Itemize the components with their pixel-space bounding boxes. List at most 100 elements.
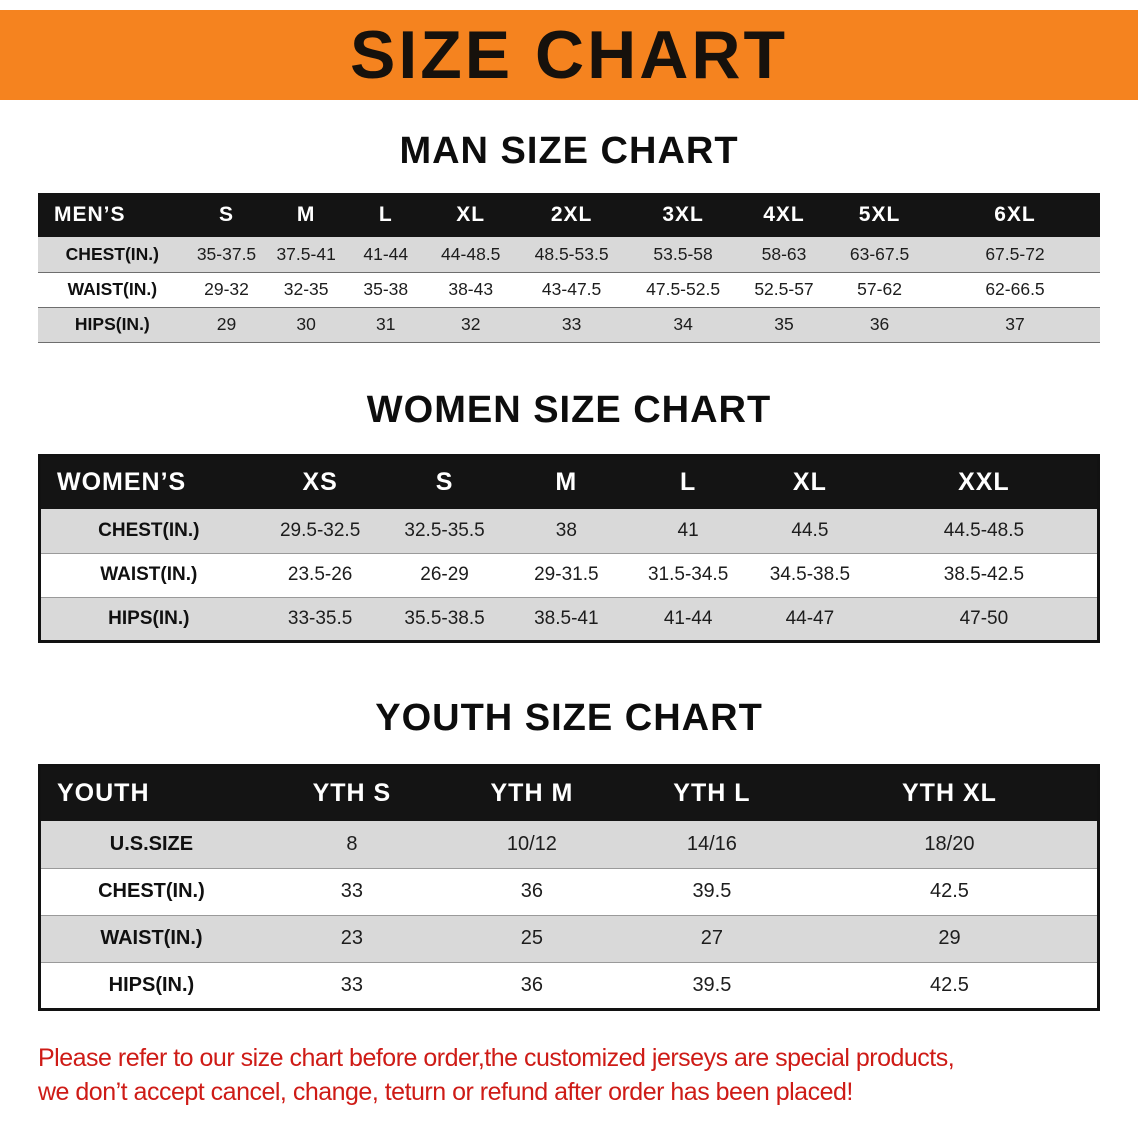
disclaimer: Please refer to our size chart before or…	[38, 1041, 1138, 1109]
size-cell: 33-35.5	[287, 607, 353, 629]
men-waist-row: WAIST(IN.) 29-32 32-35 35-38 38-43 43-47…	[38, 272, 1100, 307]
men-table-name: MEN’S	[38, 193, 187, 237]
men-size-header-s: S	[186, 193, 267, 237]
size-cell: 29	[938, 927, 961, 949]
size-cell: 31.5-34.5	[647, 564, 729, 585]
youth-section: YOUTH SIZE CHART YOUTH YTH S YTH M YTH L…	[0, 697, 1138, 1011]
size-cell: 29-32	[204, 279, 249, 299]
size-cell: 44.5-48.5	[943, 519, 1025, 541]
men-size-header-l: L	[345, 193, 426, 237]
size-cell: 32-35	[283, 279, 329, 299]
size-cell: 36	[520, 973, 544, 996]
size-cell: 47.5-52.5	[646, 279, 721, 299]
men-chest-row: CHEST(IN.) 35-37.5 37.5-41 41-44 44-48.5…	[38, 237, 1100, 272]
size-cell: 67.5-72	[985, 243, 1045, 264]
size-cell: 38.5-41	[534, 607, 599, 629]
size-cell: 29	[216, 314, 237, 334]
women-size-header-xs: XS	[256, 455, 384, 509]
men-size-header-5xl: 5XL	[829, 193, 930, 237]
women-size-header-xxl: XXL	[870, 455, 1099, 509]
size-cell: 53.5-58	[653, 243, 713, 264]
men-size-header-3xl: 3XL	[627, 193, 739, 237]
women-section-heading: WOMEN SIZE CHART	[366, 388, 772, 431]
women-table-header-row: WOMEN’S XS S M L XL XXL	[39, 455, 1099, 509]
banner: SIZE CHART	[0, 10, 1138, 100]
youth-size-header-l: YTH L	[621, 765, 802, 821]
size-cell: 27	[700, 927, 724, 949]
disclaimer-line-2: we don’t accept cancel, change, teturn o…	[38, 1077, 853, 1106]
youth-table-name: YOUTH	[39, 765, 262, 821]
size-cell: 48.5-53.5	[534, 243, 609, 264]
size-cell: 32	[460, 314, 481, 334]
men-size-header-xl: XL	[425, 193, 516, 237]
size-cell: 14/16	[686, 832, 737, 855]
size-cell: 26-29	[420, 564, 469, 585]
youth-waist-row: WAIST(IN.) 23 25 27 29	[39, 915, 1099, 962]
size-cell: 41-44	[363, 243, 409, 264]
youth-hips-row: HIPS(IN.) 33 36 39.5 42.5	[39, 962, 1099, 1009]
size-cell: 35	[774, 314, 794, 334]
women-table-name: WOMEN’S	[39, 455, 257, 509]
youth-size-table: YOUTH YTH S YTH M YTH L YTH XL U.S.SIZE …	[38, 763, 1100, 1011]
size-cell: 43-47.5	[541, 279, 602, 299]
page-title: SIZE CHART	[350, 17, 788, 93]
youth-size-header-m: YTH M	[441, 765, 622, 821]
women-size-header-m: M	[505, 455, 628, 509]
size-cell: 33	[561, 314, 582, 334]
size-cell: 36	[869, 314, 890, 334]
women-section: WOMEN SIZE CHART WOMEN’S XS S M L XL XXL	[0, 389, 1138, 643]
size-cell: 41-44	[663, 607, 713, 629]
men-size-table: MEN’S S M L XL 2XL 3XL 4XL 5XL 6XL CHEST…	[38, 193, 1100, 343]
youth-chest-row: CHEST(IN.) 33 36 39.5 42.5	[39, 868, 1099, 915]
men-size-header-6xl: 6XL	[930, 193, 1100, 237]
size-cell: 35-38	[363, 279, 409, 299]
men-section: MAN SIZE CHART MEN’S S M L XL 2XL 3XL 4X…	[0, 130, 1138, 343]
women-hips-row: HIPS(IN.) 33-35.5 35.5-38.5 38.5-41 41-4…	[39, 597, 1099, 641]
size-cell: 42.5	[929, 973, 969, 996]
size-cell: 44.5	[791, 519, 829, 541]
size-cell: 37	[1005, 314, 1025, 334]
size-cell: 38	[555, 519, 577, 541]
youth-size-header-s: YTH S	[261, 765, 442, 821]
size-cell: 10/12	[506, 832, 557, 855]
women-chest-row: CHEST(IN.) 29.5-32.5 32.5-35.5 38 41 44.…	[39, 509, 1099, 553]
youth-size-header-xl: YTH XL	[801, 765, 1099, 821]
size-cell: 23	[340, 927, 363, 949]
size-cell: 33	[340, 880, 363, 902]
youth-ussize-row: U.S.SIZE 8 10/12 14/16 18/20	[39, 821, 1099, 868]
size-cell: 35.5-38.5	[404, 607, 485, 629]
size-cell: 31	[376, 314, 396, 334]
size-cell: 38-43	[448, 279, 494, 299]
men-size-header-m: M	[266, 193, 346, 237]
size-cell: 44-47	[785, 607, 835, 629]
size-cell: 29.5-32.5	[279, 519, 361, 541]
size-cell: 30	[296, 314, 316, 334]
row-label-hips: HIPS(IN.)	[74, 314, 150, 334]
women-waist-row: WAIST(IN.) 23.5-26 26-29 29-31.5 31.5-34…	[39, 553, 1099, 597]
row-label-waist: WAIST(IN.)	[67, 279, 158, 299]
size-cell: 33	[340, 973, 363, 996]
youth-table-header-row: YOUTH YTH S YTH M YTH L YTH XL	[39, 765, 1099, 821]
men-hips-row: HIPS(IN.) 29 30 31 32 33 34 35 36 37	[38, 307, 1100, 342]
men-table-header-row: MEN’S S M L XL 2XL 3XL 4XL 5XL 6XL	[38, 193, 1100, 237]
row-label-ussize: U.S.SIZE	[109, 832, 194, 855]
men-section-heading: MAN SIZE CHART	[399, 130, 739, 172]
size-cell: 8	[346, 832, 358, 855]
row-label-hips: HIPS(IN.)	[108, 607, 190, 629]
women-size-header-xl: XL	[749, 455, 871, 509]
size-cell: 44-48.5	[441, 243, 501, 264]
size-cell: 29-31.5	[534, 564, 599, 585]
women-size-table: WOMEN’S XS S M L XL XXL CHEST(IN.) 29.5-…	[38, 453, 1100, 643]
row-label-waist: WAIST(IN.)	[100, 564, 198, 585]
size-cell: 34	[673, 314, 693, 334]
size-cell: 47-50	[959, 607, 1009, 629]
women-size-header-l: L	[627, 455, 750, 509]
size-cell: 38.5-42.5	[943, 564, 1025, 585]
men-size-header-4xl: 4XL	[738, 193, 830, 237]
size-cell: 23.5-26	[287, 564, 353, 585]
size-cell: 41	[677, 519, 699, 541]
size-cell: 36	[520, 880, 544, 902]
men-size-header-2xl: 2XL	[515, 193, 628, 237]
women-size-header-s: S	[383, 455, 506, 509]
